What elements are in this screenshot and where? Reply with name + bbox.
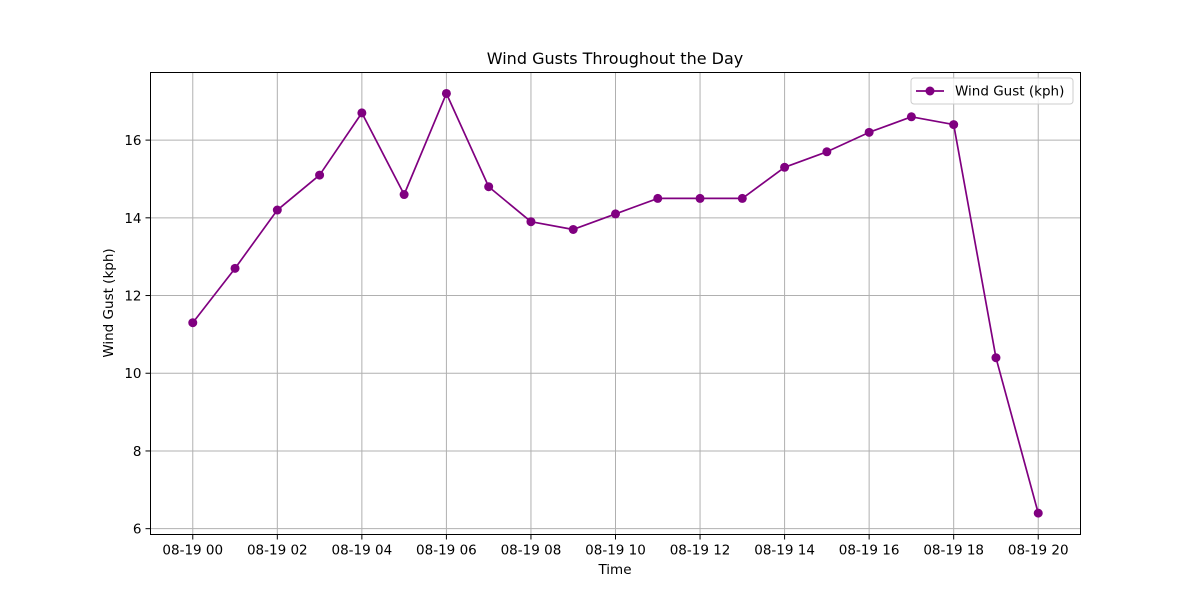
data-point [737, 193, 747, 203]
data-point [484, 182, 494, 192]
data-point [230, 263, 240, 273]
data-point [399, 190, 409, 200]
x-tick-label: 08-19 12 [670, 543, 731, 559]
y-tick-label: 8 [133, 444, 142, 460]
y-tick-label: 10 [124, 366, 141, 382]
y-tick-label: 16 [124, 133, 141, 149]
chart-title: Wind Gusts Throughout the Day [487, 49, 743, 68]
legend-label: Wind Gust (kph) [955, 84, 1064, 100]
data-point [272, 205, 282, 215]
legend-box [910, 77, 1074, 105]
data-point [864, 127, 874, 137]
data-point [780, 162, 790, 172]
series-layer [188, 88, 1043, 518]
y-axis-label: Wind Gust (kph) [101, 248, 117, 357]
y-tick-label: 12 [124, 289, 141, 305]
data-point [949, 120, 959, 130]
x-tick-label: 08-19 00 [162, 543, 223, 559]
x-axis-ticks: 08-19 00 08-19 02 08-19 04 08-19 06 08-19 08… [162, 534, 1069, 559]
data-point [315, 170, 325, 180]
data-point [441, 88, 451, 98]
x-tick-label: 08-19 02 [247, 543, 308, 559]
x-tick-label: 08-19 08 [501, 543, 562, 559]
data-point [991, 353, 1001, 363]
x-tick-label: 08-19 14 [754, 543, 815, 559]
y-tick-label: 6 [133, 522, 142, 538]
legend: Wind Gust (kph) [910, 77, 1074, 105]
grid [150, 72, 1081, 535]
y-tick-label: 14 [124, 211, 141, 227]
data-point [695, 193, 705, 203]
x-tick-label: 08-19 18 [923, 543, 984, 559]
data-point [611, 209, 620, 219]
data-point [822, 147, 832, 157]
x-tick-label: 08-19 20 [1008, 543, 1069, 559]
x-tick-label: 08-19 06 [416, 543, 477, 559]
x-axis-label: Time [597, 562, 631, 578]
data-point [653, 193, 663, 203]
legend-marker-icon [925, 86, 935, 96]
data-point [357, 108, 367, 118]
x-tick-label: 08-19 10 [585, 543, 646, 559]
data-point [188, 318, 198, 328]
data-point [526, 217, 536, 227]
y-axis-ticks: 6 8 10 12 14 16 [124, 133, 151, 538]
data-point [1033, 508, 1043, 518]
plot-frame [150, 72, 1081, 535]
x-tick-label: 08-19 16 [839, 543, 900, 559]
data-point [568, 224, 578, 234]
data-point [906, 112, 916, 122]
x-tick-label: 08-19 04 [332, 543, 393, 559]
